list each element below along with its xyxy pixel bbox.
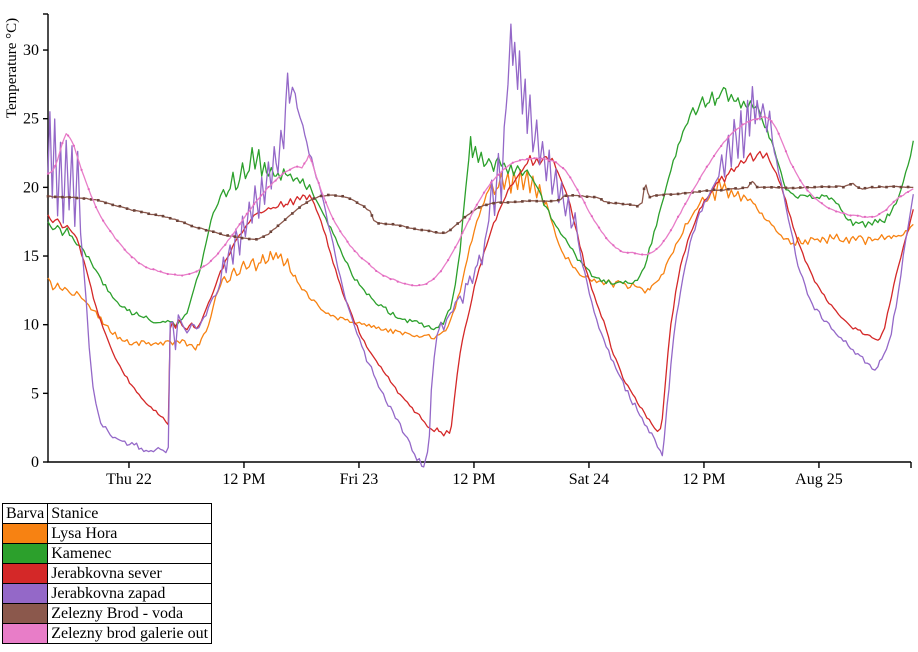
- y-tick-label: 30: [23, 42, 39, 59]
- series-markers-dot: [46, 115, 910, 287]
- legend-station-label: Kamenec: [47, 543, 213, 564]
- x-tick-label: Thu 22: [106, 471, 152, 488]
- legend-header-station: Stanice: [47, 503, 213, 524]
- y-tick-label: 25: [23, 111, 39, 128]
- legend-color-swatch: [1, 623, 49, 644]
- legend-row: Zelezny Brod - voda: [1, 603, 213, 624]
- axes: 0 5 10 15 20 25 30 Thu 22 12 PM Fri 23 12 PM Sat 24…: [23, 13, 912, 488]
- legend-color-swatch: [1, 563, 49, 584]
- legend-row: Zelezny brod galerie out: [1, 623, 213, 644]
- temperature-chart: Temperature °C) 0 5 10 15 20 25 30 Thu 22 12 PM F…: [4, 13, 914, 488]
- legend-station-label: Jerabkovna sever: [47, 563, 213, 584]
- x-tick-label: Sat 24: [569, 471, 609, 488]
- x-tick-label: 12 PM: [682, 471, 725, 488]
- legend-station-label: Zelezny brod galerie out: [47, 623, 213, 644]
- y-tick-label: 0: [31, 454, 39, 471]
- y-tick-label: 5: [31, 385, 39, 402]
- legend-header-color: Barva: [1, 503, 49, 524]
- x-tick-label: 12 PM: [452, 471, 495, 488]
- y-axis-label: Temperature °C): [4, 18, 20, 118]
- legend-row: Lysa Hora: [1, 523, 213, 544]
- legend-row: Kamenec: [1, 543, 213, 564]
- y-tick-label: 20: [23, 179, 39, 196]
- legend-station-label: Lysa Hora: [47, 523, 213, 544]
- series-layer: [46, 23, 914, 468]
- legend-color-swatch: [1, 583, 49, 604]
- legend-station-label: Zelezny Brod - voda: [47, 603, 213, 624]
- series-line-kamenec: [47, 86, 914, 331]
- legend-row: Jerabkovna sever: [1, 563, 213, 584]
- legend-station-label: Jerabkovna zapad: [47, 583, 213, 604]
- y-tick-label: 15: [23, 248, 39, 265]
- series-markers-square: [46, 181, 910, 241]
- legend-color-swatch: [1, 523, 49, 544]
- legend-color-swatch: [1, 543, 49, 564]
- legend-header-row: Barva Stanice: [1, 503, 213, 524]
- x-tick-label: 12 PM: [222, 471, 265, 488]
- legend-row: Jerabkovna zapad: [1, 583, 213, 604]
- series-line-jerabkovna-zapad: [47, 23, 914, 468]
- x-tick-label: Fri 23: [340, 471, 379, 488]
- series-line-lysa-hora: [47, 169, 914, 351]
- y-tick-label: 10: [23, 317, 39, 334]
- legend-table: Barva Stanice Lysa Hora Kamenec Jerabkov…: [1, 503, 213, 644]
- x-tick-label: Aug 25: [795, 471, 843, 488]
- legend-color-swatch: [1, 603, 49, 624]
